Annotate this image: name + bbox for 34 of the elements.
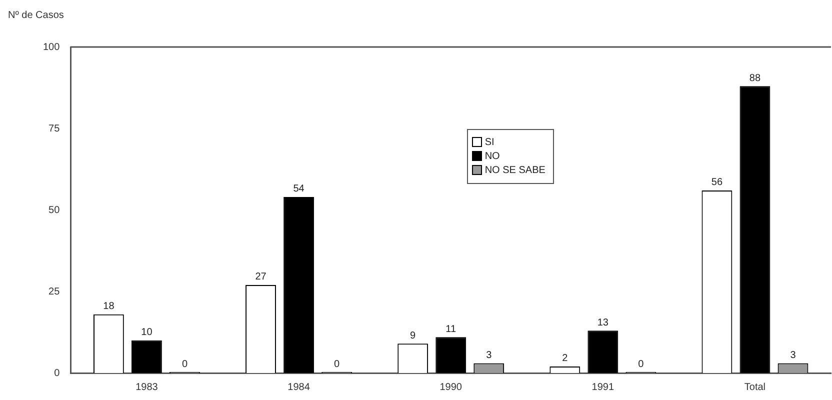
data-label: 13 <box>597 317 609 328</box>
data-label: 9 <box>410 330 416 342</box>
data-label: 0 <box>638 358 644 370</box>
data-label: 11 <box>446 324 456 335</box>
legend-label: SI <box>484 136 494 148</box>
x-tick-label: 1991 <box>592 382 614 393</box>
data-label: 18 <box>103 301 115 312</box>
legend-label: NO SE SABE <box>484 164 546 176</box>
bar <box>740 86 770 373</box>
y-tick-label: 50 <box>48 204 60 216</box>
legend-label: NO <box>484 150 500 162</box>
x-tick-label: 1990 <box>440 382 462 393</box>
y-tick-label: 100 <box>42 42 60 53</box>
y-tick-label: 75 <box>48 123 60 134</box>
data-label: 2 <box>562 353 568 364</box>
bar <box>284 196 314 373</box>
data-label: 3 <box>486 350 492 361</box>
data-label: 0 <box>182 358 188 370</box>
y-tick-label: 25 <box>48 286 60 298</box>
y-tick-label: 0 <box>54 368 60 379</box>
data-label: 3 <box>790 350 796 361</box>
data-label: 54 <box>293 184 305 195</box>
data-label: 10 <box>141 327 153 338</box>
data-label: 0 <box>334 358 340 370</box>
x-tick-label: Total <box>744 382 766 393</box>
bar <box>588 330 618 373</box>
data-label: 27 <box>255 272 267 283</box>
x-tick-label: 1983 <box>136 382 158 393</box>
y-axis-title: Nº de Casos <box>8 10 64 21</box>
bar <box>132 340 162 373</box>
bar <box>436 337 466 373</box>
data-label: 56 <box>711 177 723 188</box>
x-tick-label: 1984 <box>288 382 310 393</box>
data-label: 88 <box>749 72 761 84</box>
